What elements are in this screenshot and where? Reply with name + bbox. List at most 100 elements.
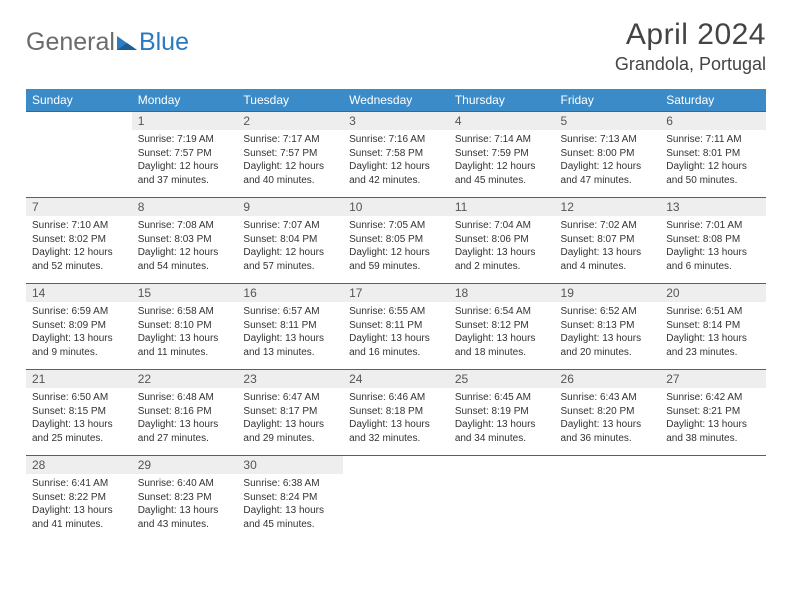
sunset-line: Sunset: 7:57 PM bbox=[138, 147, 232, 161]
daylight-line: Daylight: 13 hours and 38 minutes. bbox=[666, 418, 760, 445]
calendar-cell: 24Sunrise: 6:46 AMSunset: 8:18 PMDayligh… bbox=[343, 370, 449, 456]
sunrise-line: Sunrise: 6:38 AM bbox=[243, 477, 337, 491]
day-number: 4 bbox=[449, 112, 555, 130]
calendar-row: 28Sunrise: 6:41 AMSunset: 8:22 PMDayligh… bbox=[26, 456, 766, 542]
calendar-cell: 12Sunrise: 7:02 AMSunset: 8:07 PMDayligh… bbox=[555, 198, 661, 284]
calendar-cell: 10Sunrise: 7:05 AMSunset: 8:05 PMDayligh… bbox=[343, 198, 449, 284]
calendar-cell: 9Sunrise: 7:07 AMSunset: 8:04 PMDaylight… bbox=[237, 198, 343, 284]
day-number: 20 bbox=[660, 284, 766, 302]
sunset-line: Sunset: 7:58 PM bbox=[349, 147, 443, 161]
day-number: 29 bbox=[132, 456, 238, 474]
sunrise-line: Sunrise: 6:59 AM bbox=[32, 305, 126, 319]
sunset-line: Sunset: 8:24 PM bbox=[243, 491, 337, 505]
sunset-line: Sunset: 8:11 PM bbox=[349, 319, 443, 333]
day-details: Sunrise: 7:04 AMSunset: 8:06 PMDaylight:… bbox=[449, 216, 555, 277]
sunrise-line: Sunrise: 6:42 AM bbox=[666, 391, 760, 405]
day-number: 10 bbox=[343, 198, 449, 216]
sunrise-line: Sunrise: 6:47 AM bbox=[243, 391, 337, 405]
sunrise-line: Sunrise: 6:40 AM bbox=[138, 477, 232, 491]
day-number: 18 bbox=[449, 284, 555, 302]
daylight-line: Daylight: 13 hours and 6 minutes. bbox=[666, 246, 760, 273]
day-number: 23 bbox=[237, 370, 343, 388]
day-number: 15 bbox=[132, 284, 238, 302]
calendar-cell: 14Sunrise: 6:59 AMSunset: 8:09 PMDayligh… bbox=[26, 284, 132, 370]
day-number: 1 bbox=[132, 112, 238, 130]
calendar-body: 1Sunrise: 7:19 AMSunset: 7:57 PMDaylight… bbox=[26, 112, 766, 542]
day-details: Sunrise: 6:57 AMSunset: 8:11 PMDaylight:… bbox=[237, 302, 343, 363]
sunrise-line: Sunrise: 7:19 AM bbox=[138, 133, 232, 147]
sunrise-line: Sunrise: 6:46 AM bbox=[349, 391, 443, 405]
sunrise-line: Sunrise: 6:50 AM bbox=[32, 391, 126, 405]
weekday-header-row: Sunday Monday Tuesday Wednesday Thursday… bbox=[26, 89, 766, 112]
sunset-line: Sunset: 8:12 PM bbox=[455, 319, 549, 333]
calendar-cell: 3Sunrise: 7:16 AMSunset: 7:58 PMDaylight… bbox=[343, 112, 449, 198]
calendar-cell: 7Sunrise: 7:10 AMSunset: 8:02 PMDaylight… bbox=[26, 198, 132, 284]
sunset-line: Sunset: 8:14 PM bbox=[666, 319, 760, 333]
daylight-line: Daylight: 13 hours and 16 minutes. bbox=[349, 332, 443, 359]
sunrise-line: Sunrise: 7:04 AM bbox=[455, 219, 549, 233]
weekday-header: Tuesday bbox=[237, 89, 343, 112]
sunrise-line: Sunrise: 6:52 AM bbox=[561, 305, 655, 319]
sunset-line: Sunset: 8:18 PM bbox=[349, 405, 443, 419]
calendar-cell: 22Sunrise: 6:48 AMSunset: 8:16 PMDayligh… bbox=[132, 370, 238, 456]
daylight-line: Daylight: 12 hours and 52 minutes. bbox=[32, 246, 126, 273]
calendar-cell: 13Sunrise: 7:01 AMSunset: 8:08 PMDayligh… bbox=[660, 198, 766, 284]
day-number: 2 bbox=[237, 112, 343, 130]
day-number: 9 bbox=[237, 198, 343, 216]
day-number: 24 bbox=[343, 370, 449, 388]
sunset-line: Sunset: 8:15 PM bbox=[32, 405, 126, 419]
calendar-row: 1Sunrise: 7:19 AMSunset: 7:57 PMDaylight… bbox=[26, 112, 766, 198]
day-number: 17 bbox=[343, 284, 449, 302]
day-details: Sunrise: 6:58 AMSunset: 8:10 PMDaylight:… bbox=[132, 302, 238, 363]
sunrise-line: Sunrise: 6:55 AM bbox=[349, 305, 443, 319]
day-details: Sunrise: 7:02 AMSunset: 8:07 PMDaylight:… bbox=[555, 216, 661, 277]
weekday-header: Friday bbox=[555, 89, 661, 112]
day-details: Sunrise: 6:38 AMSunset: 8:24 PMDaylight:… bbox=[237, 474, 343, 535]
calendar-cell bbox=[555, 456, 661, 542]
calendar-cell: 25Sunrise: 6:45 AMSunset: 8:19 PMDayligh… bbox=[449, 370, 555, 456]
calendar-table: Sunday Monday Tuesday Wednesday Thursday… bbox=[26, 89, 766, 542]
daylight-line: Daylight: 12 hours and 59 minutes. bbox=[349, 246, 443, 273]
day-details: Sunrise: 7:10 AMSunset: 8:02 PMDaylight:… bbox=[26, 216, 132, 277]
logo-triangle-icon bbox=[117, 34, 137, 52]
daylight-line: Daylight: 13 hours and 18 minutes. bbox=[455, 332, 549, 359]
calendar-cell: 27Sunrise: 6:42 AMSunset: 8:21 PMDayligh… bbox=[660, 370, 766, 456]
day-details: Sunrise: 6:50 AMSunset: 8:15 PMDaylight:… bbox=[26, 388, 132, 449]
calendar-cell: 17 Sunrise: 6:55 AMSunset: 8:11 PMDayligh… bbox=[343, 284, 449, 370]
day-details: Sunrise: 7:19 AMSunset: 7:57 PMDaylight:… bbox=[132, 130, 238, 191]
sunset-line: Sunset: 8:16 PM bbox=[138, 405, 232, 419]
sunrise-line: Sunrise: 6:48 AM bbox=[138, 391, 232, 405]
location-label: Grandola, Portugal bbox=[615, 54, 766, 75]
calendar-cell: 11Sunrise: 7:04 AMSunset: 8:06 PMDayligh… bbox=[449, 198, 555, 284]
day-number: 22 bbox=[132, 370, 238, 388]
calendar-cell bbox=[660, 456, 766, 542]
sunrise-line: Sunrise: 7:02 AM bbox=[561, 219, 655, 233]
daylight-line: Daylight: 13 hours and 29 minutes. bbox=[243, 418, 337, 445]
daylight-line: Daylight: 13 hours and 36 minutes. bbox=[561, 418, 655, 445]
day-number: 27 bbox=[660, 370, 766, 388]
logo: General Blue bbox=[26, 28, 189, 57]
weekday-header: Monday bbox=[132, 89, 238, 112]
day-details: Sunrise: 7:17 AMSunset: 7:57 PMDaylight:… bbox=[237, 130, 343, 191]
sunset-line: Sunset: 8:02 PM bbox=[32, 233, 126, 247]
sunrise-line: Sunrise: 7:13 AM bbox=[561, 133, 655, 147]
day-number: 6 bbox=[660, 112, 766, 130]
sunset-line: Sunset: 8:06 PM bbox=[455, 233, 549, 247]
day-number: 8 bbox=[132, 198, 238, 216]
day-details: Sunrise: 7:08 AMSunset: 8:03 PMDaylight:… bbox=[132, 216, 238, 277]
calendar-cell: 16Sunrise: 6:57 AMSunset: 8:11 PMDayligh… bbox=[237, 284, 343, 370]
sunset-line: Sunset: 8:09 PM bbox=[32, 319, 126, 333]
day-number: 30 bbox=[237, 456, 343, 474]
sunset-line: Sunset: 8:22 PM bbox=[32, 491, 126, 505]
day-number: 26 bbox=[555, 370, 661, 388]
weekday-header: Saturday bbox=[660, 89, 766, 112]
calendar-row: 14Sunrise: 6:59 AMSunset: 8:09 PMDayligh… bbox=[26, 284, 766, 370]
calendar-cell: 23Sunrise: 6:47 AMSunset: 8:17 PMDayligh… bbox=[237, 370, 343, 456]
day-details: Sunrise: 6:48 AMSunset: 8:16 PMDaylight:… bbox=[132, 388, 238, 449]
weekday-header: Sunday bbox=[26, 89, 132, 112]
day-details: Sunrise: 7:11 AMSunset: 8:01 PMDaylight:… bbox=[660, 130, 766, 191]
logo-text-blue: Blue bbox=[139, 28, 189, 57]
sunset-line: Sunset: 8:19 PM bbox=[455, 405, 549, 419]
daylight-line: Daylight: 12 hours and 42 minutes. bbox=[349, 160, 443, 187]
sunrise-line: Sunrise: 6:51 AM bbox=[666, 305, 760, 319]
